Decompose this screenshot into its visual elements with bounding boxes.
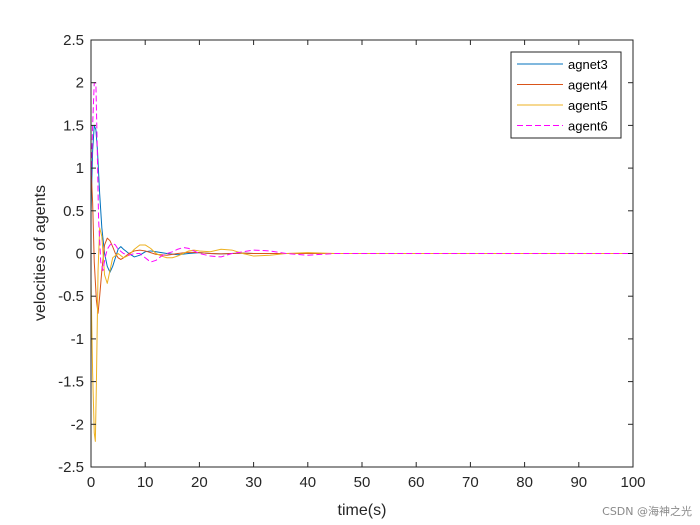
y-tick-label: -1 <box>71 331 84 348</box>
y-tick-label: -2 <box>71 416 84 433</box>
y-tick-label: 1 <box>76 160 84 177</box>
series-layer <box>90 82 633 442</box>
x-tick-label: 20 <box>191 474 208 491</box>
x-tick-label: 100 <box>620 474 645 491</box>
y-tick-label: -2.5 <box>58 459 84 476</box>
legend-label-agent5: agent5 <box>568 98 608 113</box>
y-tick-label: -1.5 <box>58 374 84 391</box>
x-tick-label: 10 <box>137 474 154 491</box>
y-tick-label: 2.5 <box>63 32 84 49</box>
legend-box <box>510 51 622 139</box>
x-tick-label: 60 <box>408 474 425 491</box>
y-tick-label: 0.5 <box>63 203 84 220</box>
x-tick-label: 40 <box>299 474 316 491</box>
series-line-agent6 <box>90 82 633 272</box>
x-tick-label: 30 <box>245 474 262 491</box>
x-tick-label: 80 <box>516 474 533 491</box>
watermark: CSDN @海神之光 <box>602 505 692 518</box>
series-line-agent5 <box>90 227 633 442</box>
legend-label-agnet3: agnet3 <box>568 57 608 72</box>
y-axis-label: velocities of agents <box>32 185 49 321</box>
x-tick-label: 50 <box>354 474 371 491</box>
legend: agnet3 agent4 agent5 agent6 <box>510 51 622 139</box>
axes-layer: 0 10 20 30 40 50 60 70 80 90 100 -2.5 -2 -1.5 -1 -0.5 0 0… <box>58 32 645 491</box>
x-tick-label: 90 <box>570 474 587 491</box>
x-tick-label: 0 <box>87 474 95 491</box>
legend-label-agent4: agent4 <box>568 78 608 93</box>
x-axis-label: time(s) <box>338 502 387 519</box>
y-tick-label: 1.5 <box>63 117 84 134</box>
legend-label-agent6: agent6 <box>568 119 608 134</box>
y-tick-label: 2 <box>76 75 84 92</box>
y-tick-label: 0 <box>76 246 84 263</box>
y-tick-label: -0.5 <box>58 288 84 305</box>
x-tick-label: 70 <box>462 474 479 491</box>
